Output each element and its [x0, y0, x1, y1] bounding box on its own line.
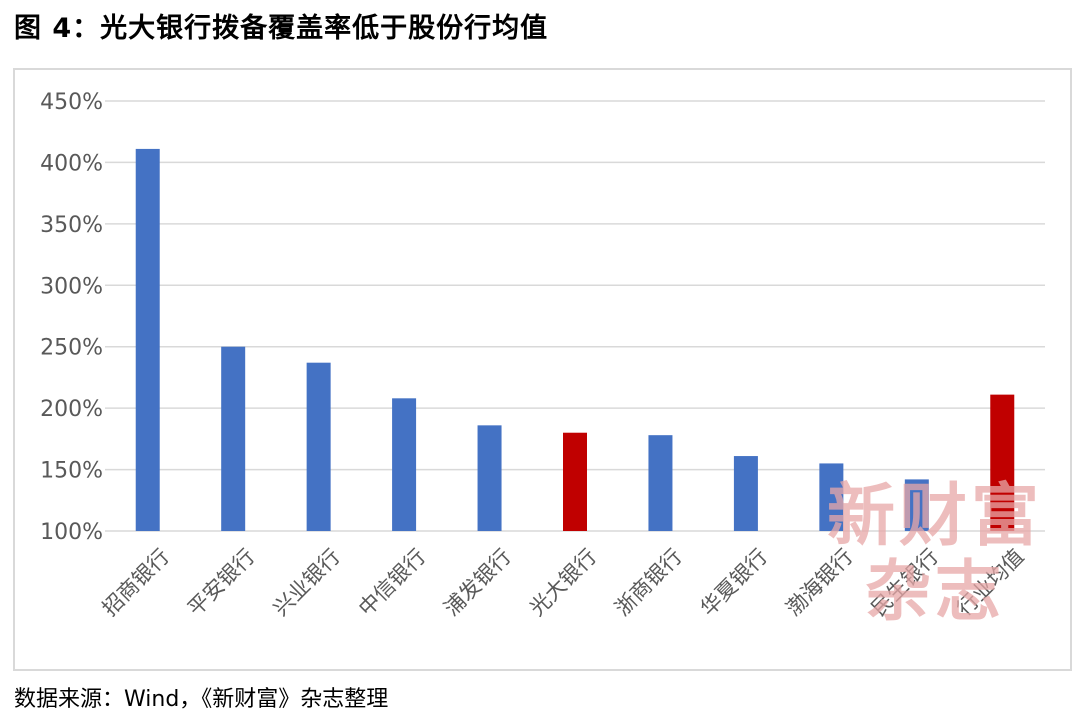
x-tick-label: 招商银行: [98, 544, 174, 620]
y-tick-label: 150%: [40, 459, 103, 484]
y-tick-label: 400%: [40, 151, 103, 176]
figure-title: 图 4：光大银行拨备覆盖率低于股份行均值: [14, 13, 549, 44]
bar-6: [563, 432, 587, 531]
y-tick-label: 300%: [40, 274, 103, 299]
x-tick-label: 华夏银行: [696, 544, 772, 620]
chart-frame: 100% 150% 200% 250% 300% 350% 400% 450% 招商银行 平安银…: [13, 68, 1072, 671]
x-axis-tick-labels: 招商银行 平安银行 兴业银行 中信银行 浦发银行 光大银行 浙商银行 华夏银行 渤海银行 民生银行…: [98, 544, 1029, 620]
x-tick-label: 光大银行: [525, 544, 601, 620]
bar-5: [477, 425, 502, 531]
y-tick-label: 250%: [40, 336, 103, 361]
x-tick-label: 兴业银行: [269, 544, 345, 620]
bar-7: [648, 435, 673, 531]
x-tick-label: 平安银行: [183, 544, 259, 620]
bar-2: [221, 346, 246, 531]
bar-9: [819, 463, 844, 531]
bar-1: [135, 148, 160, 531]
y-tick-label: 350%: [40, 213, 103, 238]
x-tick-label: 浦发银行: [439, 544, 515, 620]
bar-4: [392, 398, 417, 531]
bar-3: [306, 362, 331, 531]
x-tick-label: 行业均值: [952, 544, 1028, 620]
x-tick-label: 渤海银行: [781, 544, 857, 620]
y-tick-label: 450%: [40, 90, 103, 115]
y-tick-label: 200%: [40, 397, 103, 422]
x-tick-label: 中信银行: [354, 544, 430, 620]
y-axis-tick-labels: 100% 150% 200% 250% 300% 350% 400% 450%: [40, 90, 103, 545]
gridlines: [105, 100, 1045, 532]
x-tick-label: 民生银行: [867, 544, 943, 620]
x-tick-label: 浙商银行: [610, 544, 686, 620]
bar-chart: 100% 150% 200% 250% 300% 350% 400% 450% 招商银行 平安银…: [40, 90, 1045, 621]
bar-11: [990, 394, 1015, 531]
bars: [135, 148, 1015, 531]
bar-10: [904, 479, 929, 531]
y-tick-label: 100%: [40, 520, 103, 545]
source-note: 数据来源：Wind，《新财富》杂志整理: [14, 687, 389, 712]
bar-8: [733, 456, 758, 531]
